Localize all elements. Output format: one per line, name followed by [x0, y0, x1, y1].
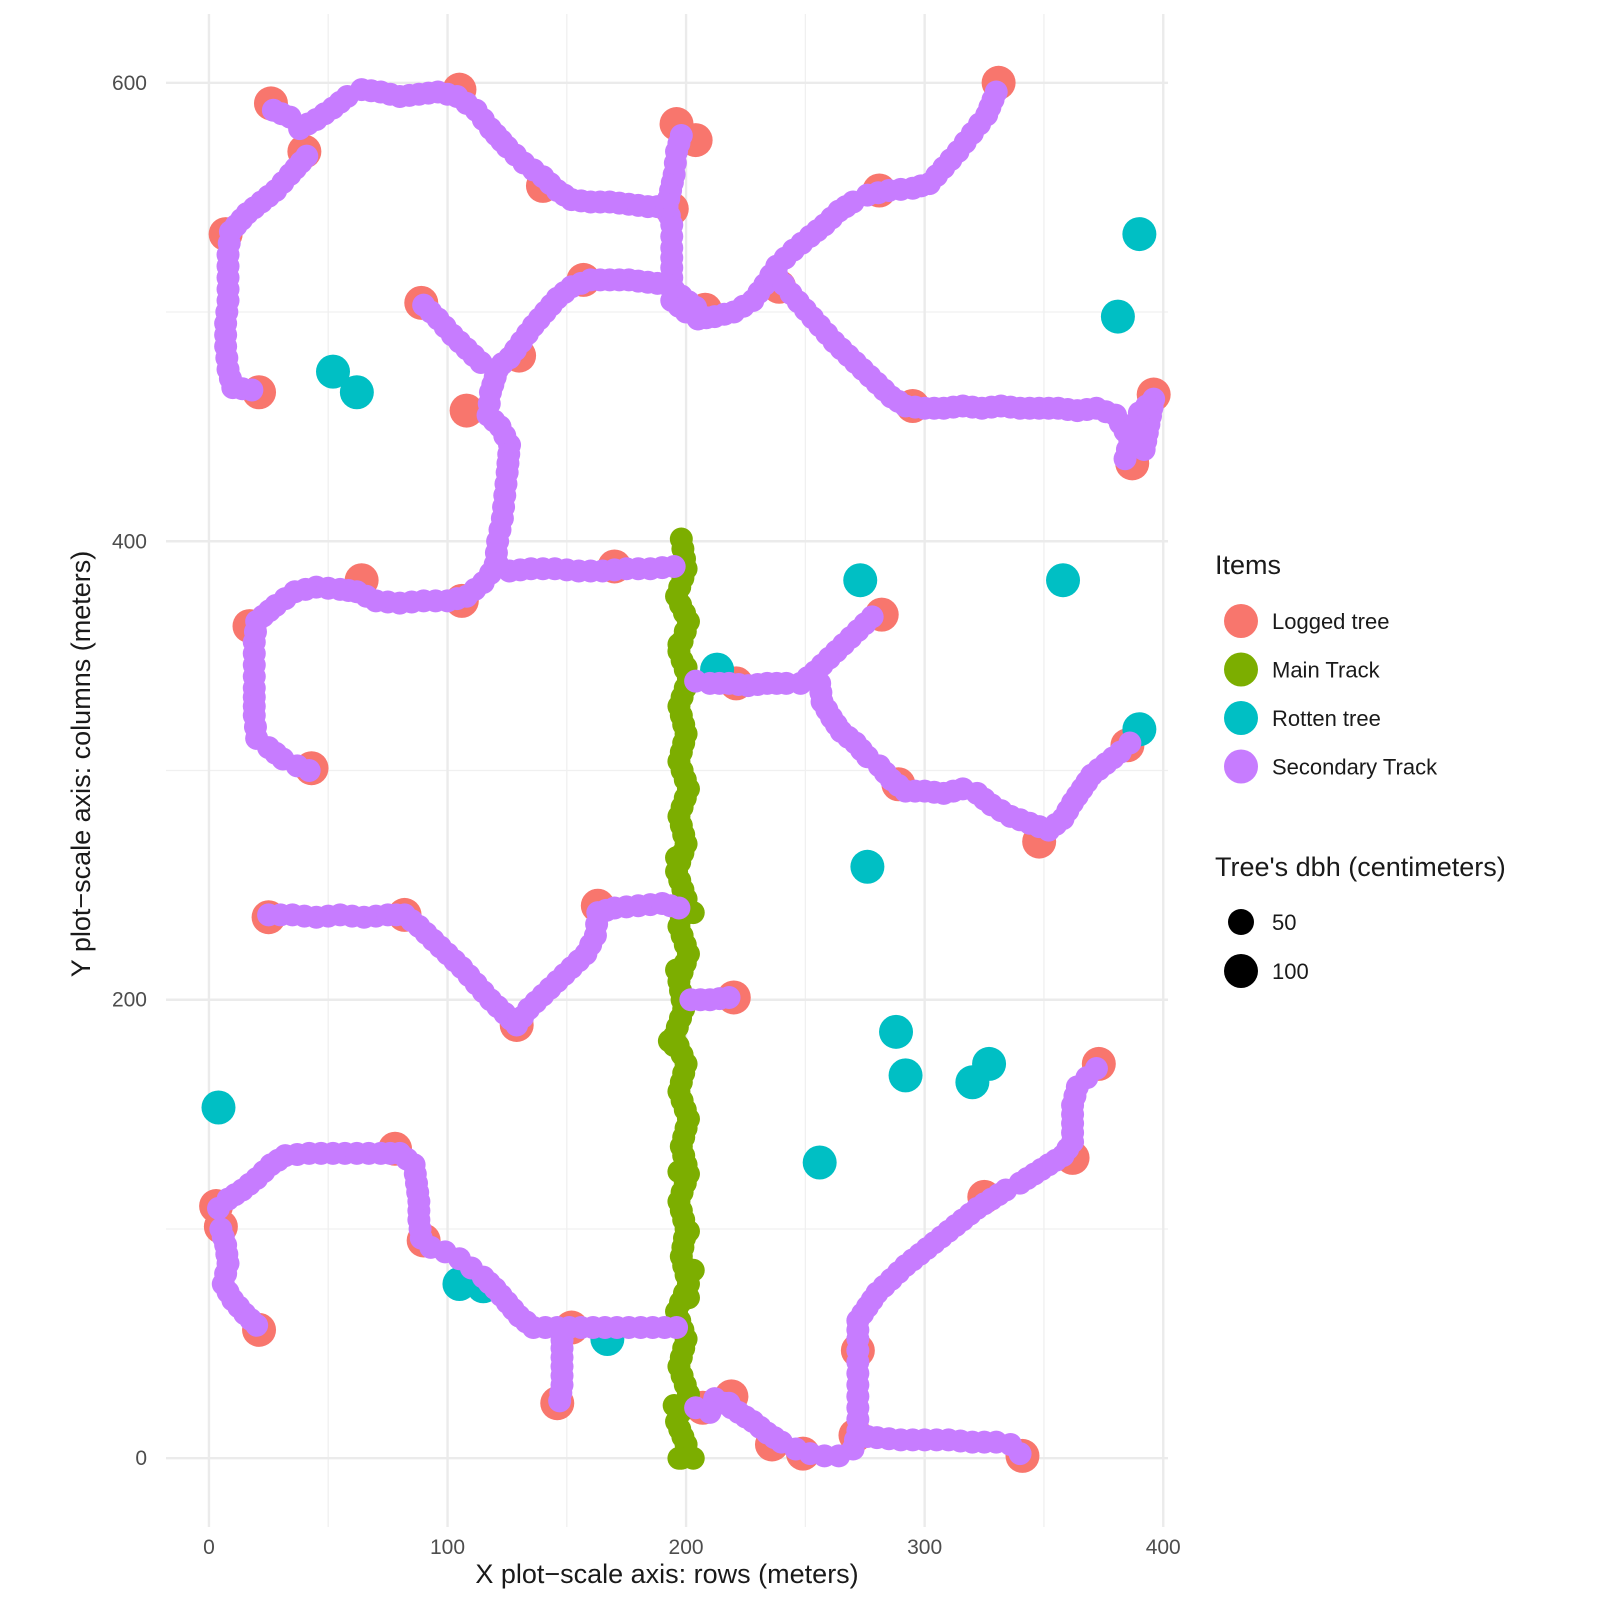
- x-axis-title: X plot−scale axis: rows (meters): [475, 1559, 858, 1589]
- y-axis-ticks: 0 200 400 600: [112, 72, 147, 1470]
- secondary-track-point: [240, 378, 264, 402]
- x-axis-ticks: 0 100 200 300 400: [203, 1536, 1181, 1559]
- secondary-track-point: [297, 759, 321, 782]
- rotten-tree-point: [316, 354, 350, 389]
- secondary-track-point: [550, 1320, 574, 1344]
- main-track-point: [665, 846, 689, 870]
- y-tick-label: 400: [112, 530, 147, 553]
- legend-item-label: Logged tree: [1272, 609, 1389, 634]
- secondary-track-point: [717, 985, 741, 1009]
- legend-item-label: Rotten tree: [1272, 706, 1381, 731]
- main-track-point: [667, 1160, 691, 1184]
- legend-key: [1224, 652, 1258, 687]
- main-track-point: [676, 1286, 700, 1310]
- secondary-track-point: [1118, 731, 1142, 755]
- rotten-tree-point: [955, 1065, 990, 1100]
- y-tick-label: 600: [112, 72, 147, 95]
- main-track-point: [681, 1258, 705, 1282]
- legend-key: [1224, 604, 1258, 638]
- legend-color-items: Logged tree Main Track Rotten tree Secondar…: [1224, 604, 1438, 784]
- legend-color-title: Items: [1215, 550, 1281, 580]
- main-track-point: [676, 1219, 700, 1243]
- rotten-tree-point: [1122, 217, 1157, 252]
- secondary-track-point: [1084, 1057, 1108, 1081]
- x-tick-label: 200: [669, 1536, 704, 1559]
- main-track-point: [667, 632, 691, 656]
- y-tick-label: 200: [112, 989, 147, 1012]
- secondary-track-point: [667, 896, 691, 920]
- secondary-track-point: [860, 605, 884, 629]
- x-tick-label: 100: [430, 1536, 465, 1559]
- secondary-track-point: [662, 554, 686, 578]
- y-tick-label: 0: [135, 1447, 147, 1470]
- main-track-point: [657, 1029, 681, 1053]
- legend-size-key: [1224, 954, 1258, 988]
- legend-size-title: Tree's dbh (centimeters): [1215, 852, 1506, 882]
- secondary-track-point: [665, 1316, 689, 1340]
- x-tick-label: 400: [1146, 1536, 1181, 1559]
- x-tick-label: 0: [203, 1536, 215, 1559]
- main-track-point: [681, 1446, 705, 1470]
- secondary-track-point: [1008, 1442, 1032, 1466]
- secondary-track-point: [245, 1313, 269, 1337]
- logged-tree-point: [449, 393, 484, 428]
- secondary-track-point: [669, 123, 693, 147]
- secondary-track-point: [684, 295, 708, 319]
- rotten-tree-point: [339, 375, 374, 410]
- legend-size-items: 50 100: [1224, 909, 1309, 988]
- legend-size-key: [1228, 909, 1254, 935]
- rotten-tree-point: [1046, 563, 1081, 598]
- secondary-track-point: [698, 1400, 722, 1424]
- rotten-tree-point: [201, 1090, 236, 1125]
- main-track-point: [665, 958, 689, 982]
- legend-size-label: 100: [1272, 959, 1309, 984]
- main-track-point: [662, 1394, 686, 1418]
- rotten-tree-point: [888, 1058, 923, 1093]
- legend-item-label: Main Track: [1272, 658, 1381, 683]
- rotten-tree-point: [843, 563, 878, 598]
- rotten-tree-point: [850, 849, 885, 884]
- legend: Items Logged tree Main Track Rotten tree Se…: [1215, 550, 1506, 988]
- legend-key: [1224, 701, 1258, 735]
- y-axis-title: Y plot−scale axis: columns (meters): [66, 551, 96, 977]
- legend-key: [1224, 749, 1258, 784]
- secondary-track-point: [1113, 447, 1137, 471]
- secondary-track-point: [984, 80, 1008, 104]
- rotten-tree-point: [1100, 299, 1135, 334]
- legend-item-label: Secondary Track: [1272, 755, 1438, 780]
- rotten-tree-point: [879, 1014, 914, 1049]
- data-marks: [199, 65, 1171, 1473]
- x-tick-label: 300: [907, 1536, 942, 1559]
- legend-size-label: 50: [1272, 910, 1296, 935]
- rotten-tree-point: [802, 1145, 837, 1180]
